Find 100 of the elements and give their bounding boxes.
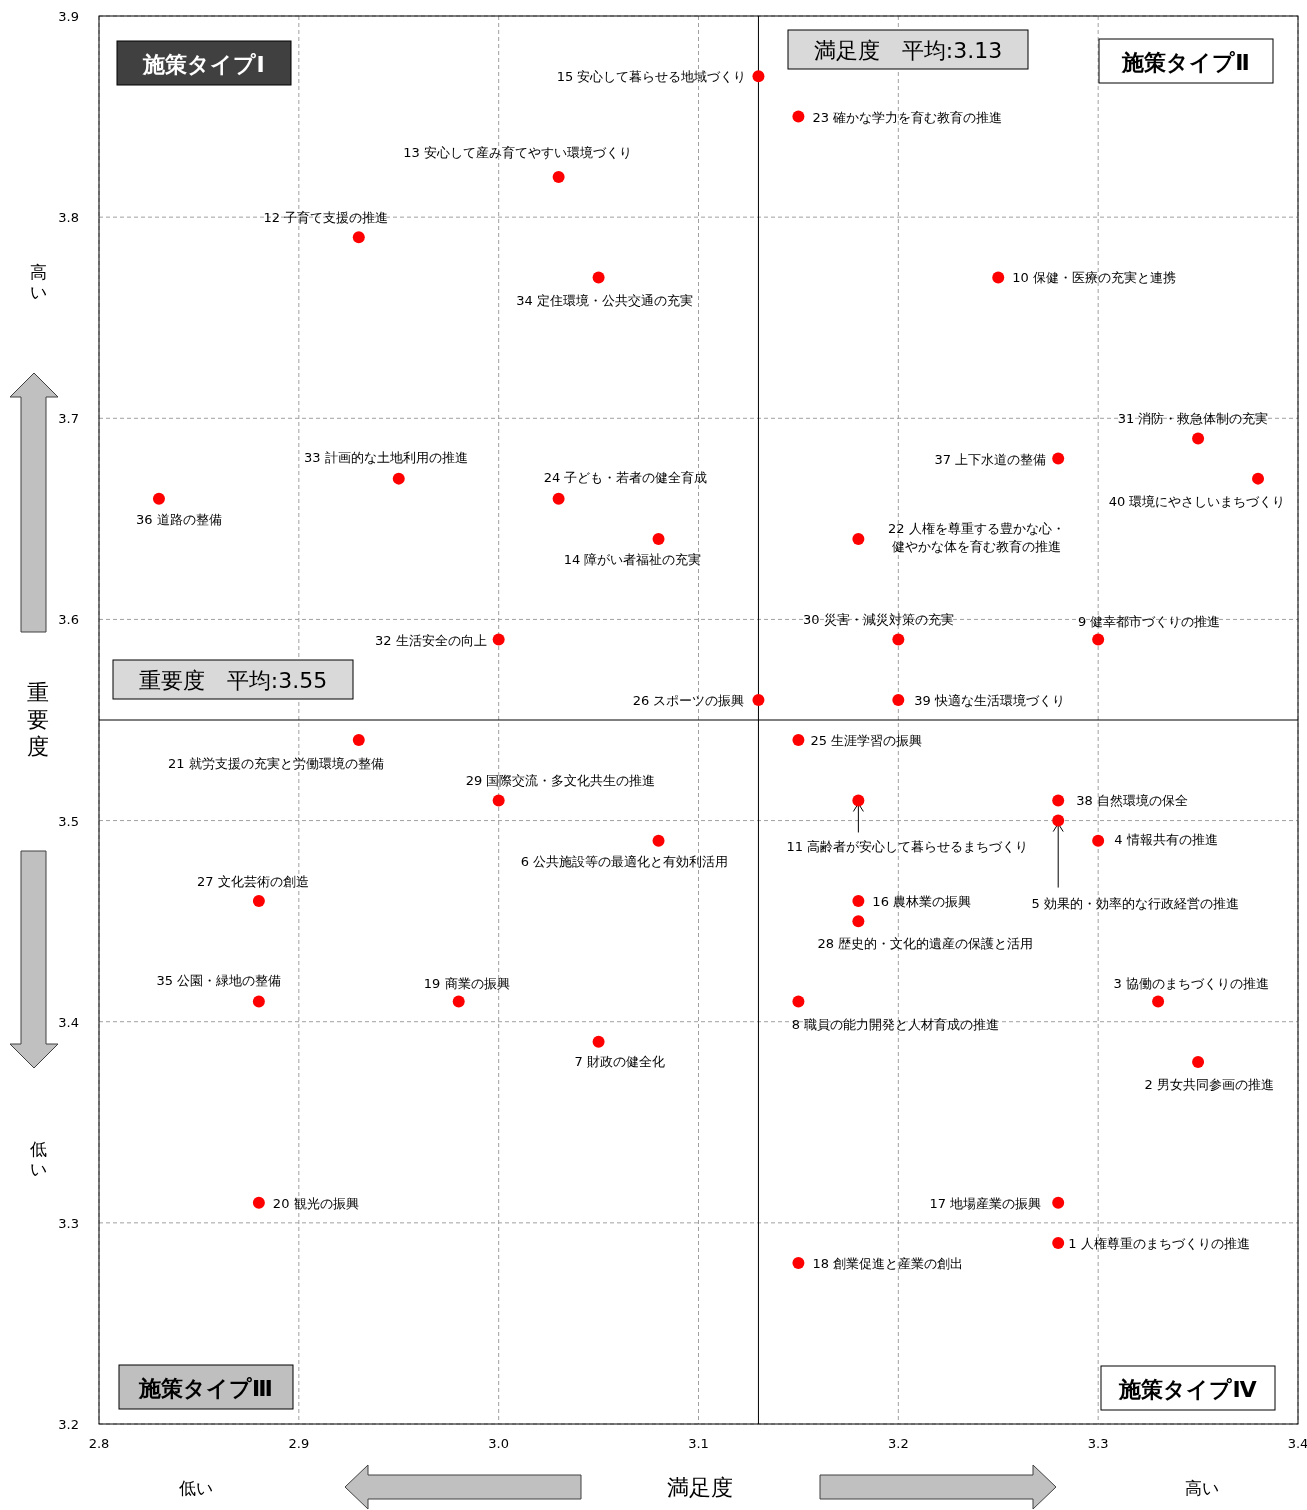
annotation: 18 創業促進と産業の創出 — [812, 1256, 964, 1272]
point — [852, 895, 865, 908]
point — [792, 110, 805, 123]
point — [1052, 1236, 1065, 1249]
annotation: 29 国際交流・多文化共生の推進 — [465, 773, 656, 789]
annotation: 19 商業の振興 — [423, 975, 510, 991]
x-tick-label: 2.8 — [88, 1436, 110, 1451]
point — [592, 1035, 605, 1048]
annotation: 24 子ども・若者の健全育成 — [543, 469, 708, 485]
annotation: 施策タイプⅡ — [1121, 50, 1250, 75]
point — [1092, 834, 1105, 847]
annotation: 6 公共施設等の最適化と有効利活用 — [520, 853, 729, 869]
point — [452, 995, 465, 1008]
annotation: 27 文化芸術の創造 — [197, 874, 309, 890]
annotation: 33 計画的な土地利用の推進 — [303, 449, 468, 465]
annotation: 13 安心して産み育てやすい環境づくり — [403, 144, 632, 160]
annotation: 38 自然環境の保全 — [1076, 793, 1188, 809]
annotation: 17 地場産業の振興 — [929, 1195, 1042, 1211]
annotation: 39 快適な生活環境づくり — [914, 692, 1066, 708]
y-tick-label: 3.7 — [58, 411, 79, 427]
text: 高い — [29, 262, 47, 302]
point — [1052, 794, 1065, 807]
point — [852, 532, 865, 545]
point — [1192, 1055, 1205, 1068]
x-axis-title: 満足度 — [667, 1475, 733, 1500]
annotation: 施策タイプⅣ — [1118, 1377, 1258, 1402]
point — [552, 170, 565, 183]
annotation: 28 歴史的・文化的遺産の保護と活用 — [817, 936, 1034, 952]
annotation: 20 観光の振興 — [272, 1195, 359, 1211]
point — [752, 693, 765, 706]
point — [652, 532, 665, 545]
point — [1092, 633, 1105, 646]
point — [252, 1196, 265, 1209]
annotation: 15 安心して暮らせる地域づくり — [556, 69, 747, 85]
annotation: 10 保健・医療の充実と連携 — [1012, 270, 1176, 286]
y-tick-label: 3.3 — [58, 1215, 79, 1231]
y-axis-title: 重要度 — [27, 680, 49, 759]
point — [892, 693, 905, 706]
point — [392, 472, 405, 485]
x-tick-label: 2.9 — [288, 1436, 310, 1451]
point — [752, 70, 765, 83]
annotation: 37 上下水道の整備 — [934, 451, 1047, 467]
text: 低い — [29, 1139, 47, 1179]
annotation: 1 人権尊重のまちづくりの推進 — [1068, 1235, 1250, 1251]
point — [152, 492, 165, 505]
point — [652, 834, 665, 847]
point — [1052, 814, 1065, 827]
text: 高い — [1185, 1478, 1219, 1498]
x-tick-label: 3.3 — [1087, 1436, 1109, 1451]
annotation: 23 確かな学力を育む教育の推進 — [812, 109, 1003, 125]
point — [492, 794, 505, 807]
point — [252, 995, 265, 1008]
annotation: 32 生活安全の向上 — [374, 632, 487, 648]
annotation: 35 公園・緑地の整備 — [156, 972, 282, 988]
annotation: 14 障がい者福祉の充実 — [563, 551, 702, 567]
point — [592, 271, 605, 284]
point — [792, 1257, 805, 1270]
x-tick-label: 3.4 — [1287, 1436, 1307, 1451]
x-tick-label: 3.1 — [688, 1436, 709, 1451]
point — [852, 915, 865, 928]
y-tick-label: 3.2 — [58, 1417, 79, 1432]
point — [492, 633, 505, 646]
y-tick-label: 3.8 — [58, 210, 79, 226]
point — [792, 734, 805, 747]
annotation: 25 生涯学習の振興 — [810, 733, 923, 749]
annotation: 11 高齢者が安心して暮らせるまちづくり — [786, 839, 1029, 855]
annotation: 3 協働のまちづくりの推進 — [1113, 975, 1269, 991]
point — [792, 995, 805, 1008]
point — [1192, 432, 1205, 445]
point — [1152, 995, 1165, 1008]
point — [1252, 472, 1265, 485]
x-tick-label: 3.2 — [887, 1436, 909, 1451]
point — [552, 492, 565, 505]
text: 低い — [179, 1478, 213, 1498]
annotation: 21 就労支援の充実と労働環境の整備 — [167, 756, 384, 772]
annotation: 16 農林業の振興 — [872, 894, 972, 910]
annotation: 9 健幸都市づくりの推進 — [1077, 613, 1221, 629]
y-tick-label: 3.5 — [58, 813, 79, 829]
point — [892, 633, 905, 646]
point — [252, 895, 265, 908]
annotation: 8 職員の能力開発と人材育成の推進 — [791, 1016, 1000, 1032]
y-tick-label: 3.9 — [58, 9, 79, 24]
annotation: 26 スポーツの振興 — [632, 692, 745, 708]
annotation: 5 効果的・効率的な行政経営の推進 — [1031, 895, 1239, 911]
point — [852, 794, 865, 807]
y-tick-label: 3.6 — [58, 612, 79, 628]
ref-line-label: 重要度 平均:3.55 — [138, 668, 328, 693]
annotation: 4 情報共有の推進 — [1114, 831, 1218, 847]
annotation: 12 子育て支援の推進 — [263, 210, 389, 226]
annotation: 30 災害・減災対策の充実 — [802, 611, 954, 627]
annotation: 7 財政の健全化 — [574, 1053, 665, 1069]
annotation: 施策タイプⅢ — [138, 1376, 273, 1401]
annotation: 22 人権を尊重する豊かな心・健やかな体を育む教育の推進 — [888, 520, 1065, 554]
annotation: 34 定住環境・公共交通の充実 — [516, 293, 693, 309]
annotation: 31 消防・救急体制の充実 — [1117, 411, 1269, 427]
annotation: 40 環境にやさしいまちづくり — [1108, 493, 1286, 509]
annotation: 2 男女共同参画の推進 — [1144, 1076, 1274, 1092]
y-tick-label: 3.4 — [58, 1014, 79, 1030]
point — [1052, 1196, 1065, 1209]
point — [352, 231, 365, 244]
